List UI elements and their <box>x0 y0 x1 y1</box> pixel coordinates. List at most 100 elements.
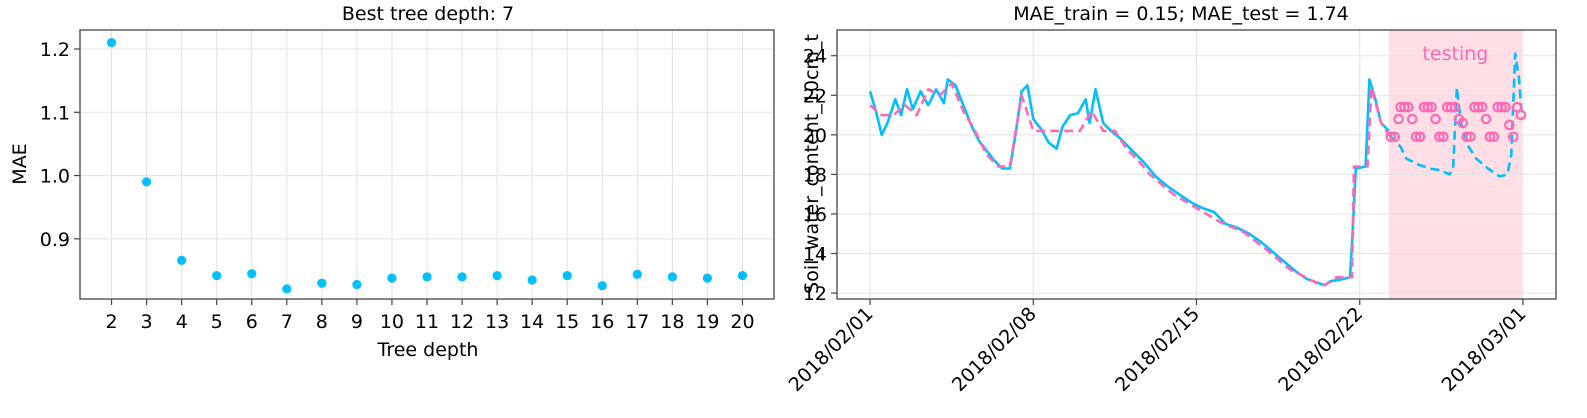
left-y-tick-label: 1.2 <box>40 39 70 61</box>
mae-data-point <box>141 177 152 187</box>
right-y-tick-label: 18 <box>803 164 827 186</box>
right-y-axis-label: Soil_water_content_10cm_t <box>801 34 823 294</box>
mae-data-point <box>422 272 432 282</box>
prediction-marker <box>1434 131 1445 143</box>
left-grid <box>80 30 774 299</box>
left-x-tick-label: 13 <box>485 311 509 333</box>
series-line <box>869 82 1390 287</box>
prediction-marker <box>1484 131 1496 143</box>
mae-data-point <box>597 281 607 291</box>
mae-vs-depth-chart: Best tree depth: 7 2 3 4 5 6 7 8 9 10 11 12 13 14 15 1… <box>9 3 775 361</box>
mae-data-point <box>352 279 362 290</box>
left-x-tick-label: 4 <box>176 311 188 333</box>
left-x-tick-label: 10 <box>380 311 404 333</box>
right-x-ticks: 2018/02/01 2018/02/08 2018/02/15 2018/02/22… <box>785 299 1531 396</box>
prediction-marker <box>1511 101 1523 113</box>
left-x-tick-label: 7 <box>281 311 293 333</box>
left-chart-title: Best tree depth: 7 <box>342 3 514 25</box>
mae-data-point <box>282 284 292 294</box>
prediction-marker <box>1480 113 1492 125</box>
mae-data-point <box>387 273 397 283</box>
left-y-axis-label: MAE <box>9 143 31 184</box>
left-y-tick-label: 1.1 <box>40 102 70 124</box>
right-y-tick-label: 12 <box>803 283 827 305</box>
mae-data-point <box>632 269 642 279</box>
right-x-tick-label: 2018/02/15 <box>1111 303 1204 396</box>
left-x-tick-label: 18 <box>660 311 684 333</box>
prediction-marker <box>1500 101 1511 113</box>
prediction-marker <box>1488 131 1500 143</box>
prediction-marker <box>1496 101 1507 113</box>
right-y-ticks: 12 14 16 18 20 22 24 <box>803 46 837 305</box>
mae-data-point <box>177 255 187 265</box>
prediction-marker <box>1422 101 1434 113</box>
left-x-tick-label: 11 <box>415 311 439 333</box>
testing-region-label: testing <box>1422 43 1488 65</box>
right-x-tick-label: 2018/02/01 <box>785 303 878 396</box>
mae-data-point <box>492 270 502 281</box>
prediction-marker <box>1399 101 1410 113</box>
left-x-tick-label: 6 <box>246 311 258 333</box>
right-y-tick-label: 16 <box>803 204 827 226</box>
prediction-marker <box>1410 131 1422 143</box>
left-x-tick-label: 17 <box>625 311 649 333</box>
testing-region <box>1388 30 1522 299</box>
prediction-marker <box>1476 101 1488 113</box>
mae-data-point <box>737 270 748 281</box>
left-y-ticks: 0.9 1.0 1.1 1.2 <box>40 39 80 251</box>
left-x-ticks: 2 3 4 5 6 7 8 9 10 11 12 13 14 15 16 17 18 19 20 <box>105 299 755 333</box>
right-y-tick-label: 24 <box>803 46 827 68</box>
left-y-tick-label: 1.0 <box>40 166 70 188</box>
left-x-tick-label: 8 <box>316 311 328 333</box>
prediction-marker <box>1426 101 1437 113</box>
prediction-marker <box>1445 101 1457 113</box>
prediction-marker <box>1465 131 1476 143</box>
left-x-axis-label: Tree depth <box>377 339 479 361</box>
mae-data-point <box>317 278 327 288</box>
series-line <box>868 78 1390 287</box>
prediction-marker <box>1504 119 1515 131</box>
left-x-tick-label: 20 <box>730 311 754 333</box>
prediction-marker <box>1403 101 1414 113</box>
right-x-tick-label: 2018/03/01 <box>1438 303 1531 396</box>
prediction-marker <box>1461 131 1472 143</box>
right-y-tick-label: 22 <box>803 85 827 107</box>
left-x-tick-label: 9 <box>351 311 363 333</box>
right-x-tick-label: 2018/02/22 <box>1274 303 1367 396</box>
prediction-marker <box>1430 113 1441 125</box>
left-x-tick-label: 16 <box>590 311 614 333</box>
prediction-marker <box>1437 131 1449 143</box>
left-x-tick-label: 3 <box>141 311 153 333</box>
prediction-marker <box>1457 117 1469 129</box>
prediction-marker <box>1449 101 1461 113</box>
right-y-tick-label: 14 <box>803 244 827 266</box>
right-prediction-markers <box>1385 101 1527 143</box>
prediction-marker <box>1515 109 1527 121</box>
left-x-tick-label: 5 <box>211 311 223 333</box>
prediction-marker <box>1414 131 1426 143</box>
prediction-marker <box>1406 113 1418 125</box>
left-data-points <box>106 38 748 294</box>
mae-data-point <box>247 269 257 279</box>
mae-data-point <box>106 38 117 48</box>
left-x-tick-label: 19 <box>695 311 719 333</box>
prediction-marker <box>1389 131 1401 143</box>
mae-data-point <box>667 272 677 282</box>
left-x-tick-label: 15 <box>555 311 579 333</box>
right-chart-title: MAE_train = 0.15; MAE_test = 1.74 <box>1013 3 1349 25</box>
mae-data-point <box>702 273 713 283</box>
right-x-tick-label: 2018/02/08 <box>948 303 1041 396</box>
prediction-marker <box>1385 131 1397 143</box>
mae-data-point <box>562 270 572 281</box>
left-x-tick-label: 2 <box>105 311 117 333</box>
right-y-tick-label: 20 <box>803 125 827 147</box>
mae-data-point <box>457 272 467 282</box>
soil-water-timeseries-chart: MAE_train = 0.15; MAE_test = 1.74 testin… <box>785 3 1557 396</box>
left-y-tick-label: 0.9 <box>40 229 70 251</box>
prediction-marker <box>1472 101 1484 113</box>
left-x-tick-label: 14 <box>520 311 544 333</box>
mae-data-point <box>212 270 222 281</box>
prediction-marker <box>1393 113 1404 125</box>
prediction-marker <box>1507 131 1519 143</box>
